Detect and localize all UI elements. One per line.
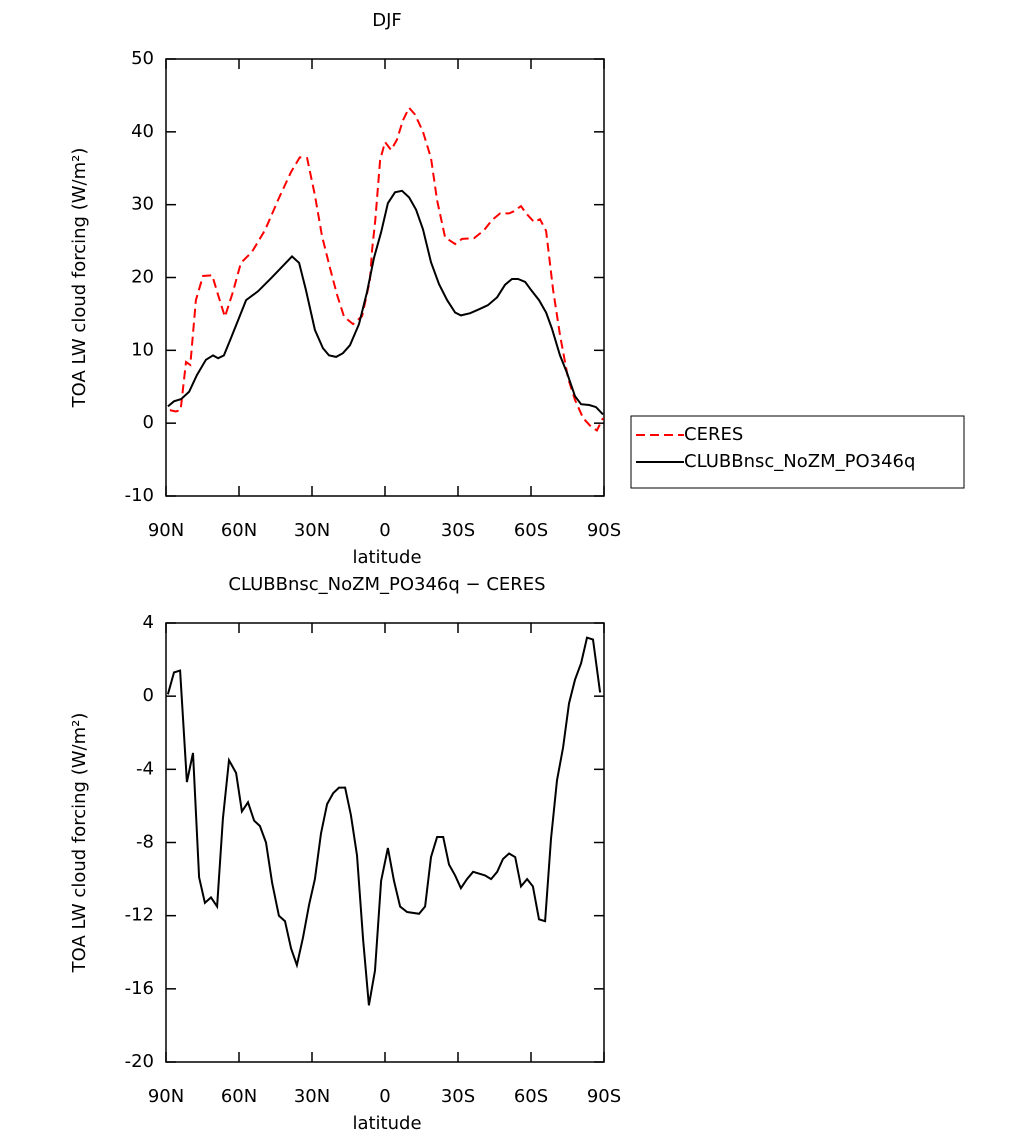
y-tick-label: 50 [131,48,154,69]
x-tick-label: 60N [221,520,257,541]
x-axis-label: latitude [352,1113,421,1134]
chart-title: DJF [372,10,402,31]
y-tick-label: -12 [125,905,154,926]
legend-label: CERES [684,424,743,445]
y-axis-label: TOA LW cloud forcing (W/m²) [69,713,90,974]
x-axis-label: latitude [352,547,421,568]
x-tick-label: 90N [148,1086,184,1107]
x-tick-label: 60N [221,1086,257,1107]
y-tick-label: -20 [125,1051,154,1072]
x-tick-label: 90S [587,520,621,541]
x-tick-label: 30S [441,1086,475,1107]
y-tick-label: 20 [131,267,154,288]
y-tick-label: 40 [131,121,154,142]
y-tick-label: 4 [143,612,154,633]
y-tick-label: 0 [143,685,154,706]
y-tick-label: -4 [136,758,154,779]
x-tick-label: 60S [514,1086,548,1107]
data-line [169,106,604,432]
y-tick-label: 30 [131,194,154,215]
x-tick-label: 30N [294,1086,330,1107]
y-tick-label: -16 [125,978,154,999]
x-tick-label: 30S [441,520,475,541]
y-tick-label: -10 [125,485,154,506]
x-tick-label: 0 [379,520,390,541]
chart-title: CLUBBnsc_NoZM_PO346q − CERES [228,574,545,595]
y-tick-label: -8 [136,832,154,853]
plot-frame [165,622,605,1063]
y-tick-label: 10 [131,339,154,360]
legend-box [630,415,965,489]
x-tick-label: 90S [587,1086,621,1107]
data-line [167,189,604,416]
legend-label: CLUBBnsc_NoZM_PO346q [684,451,915,472]
y-axis-label: TOA LW cloud forcing (W/m²) [69,148,90,409]
x-tick-label: 60S [514,520,548,541]
y-tick-label: 0 [143,412,154,433]
x-tick-label: 0 [379,1086,390,1107]
plot-frame [165,58,605,497]
x-tick-label: 30N [294,520,330,541]
data-line [166,636,602,1006]
x-tick-label: 90N [148,520,184,541]
